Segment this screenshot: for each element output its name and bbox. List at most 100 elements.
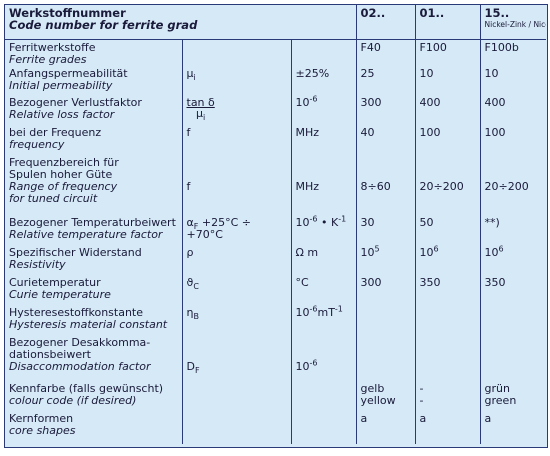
superscript: 6 — [498, 245, 504, 254]
description-cell: Hysteresestoffkonstante Hysteresis materi… — [5, 305, 182, 335]
text: F40 — [360, 40, 381, 54]
unit-cell — [290, 39, 357, 66]
subscript: F — [194, 366, 200, 376]
value-cell: 20÷200 — [479, 155, 547, 215]
text: 10 — [484, 67, 499, 80]
table-row: Anfangspermeabilität Initial permeability… — [5, 66, 547, 95]
text: 10 — [360, 246, 375, 259]
label-english: frequency — [9, 138, 65, 151]
text: **) — [484, 216, 500, 229]
text: 50 — [419, 216, 434, 229]
column-note: Nickel-Zink / Nicel-Zinc — [484, 20, 547, 29]
table-frame: Werkstoffnummer Code number for ferrite g… — [4, 4, 548, 448]
text: 30 — [360, 216, 375, 229]
value-cell: a — [479, 411, 547, 444]
value-cell: 100 — [414, 125, 481, 155]
label-german: dationsbeiwert — [9, 348, 91, 361]
column-code: 02.. — [360, 6, 386, 20]
label-english: Resistivity — [9, 258, 66, 271]
text: μ — [196, 107, 204, 120]
table-row: Spezifischer Widerstand Resistivity ρ Ω m 10… — [5, 245, 547, 275]
label-english: core shapes — [9, 424, 76, 437]
denominator: μi — [187, 107, 215, 122]
value-cell: 30 — [355, 215, 416, 245]
text: ±25% — [295, 67, 330, 80]
value-cell — [355, 305, 416, 335]
value-cell: gelb yellow — [355, 381, 416, 411]
text: 20÷200 — [484, 180, 529, 193]
value-cell: 400 — [414, 95, 481, 125]
value-cell: 100 — [479, 125, 547, 155]
label-english: Hysteresis material constant — [9, 318, 168, 331]
subscript: B — [193, 312, 199, 322]
superscript: -6 — [309, 95, 318, 104]
text: 350 — [484, 276, 506, 289]
symbol-cell — [181, 411, 291, 444]
label-german: Hysteresestoffkonstante — [9, 306, 144, 319]
label-german: bei der Frequenz — [9, 126, 102, 139]
text: a — [484, 412, 492, 425]
value-cell: F100b — [479, 39, 547, 66]
value-cell: 400 — [479, 95, 547, 125]
unit-cell: MHz — [290, 125, 357, 155]
table-row: Bezogener Temperaturbeiwert Relative temp… — [5, 215, 547, 245]
label-german: Spezifischer Widerstand — [9, 246, 142, 259]
superscript: 6 — [433, 245, 439, 254]
description-cell: Kernformen core shapes — [5, 411, 182, 444]
text: f — [186, 126, 191, 139]
text: yellow — [360, 394, 396, 407]
description-cell: bei der Frequenz frequency — [5, 125, 182, 155]
value-cell: -- — [414, 381, 481, 411]
value-cell: 8÷60 — [355, 155, 416, 215]
text: 400 — [419, 96, 441, 109]
label-german: Curietemperatur — [9, 276, 101, 289]
text: f — [186, 180, 191, 193]
value-cell — [414, 335, 481, 381]
text: 10 — [419, 67, 434, 80]
text: 10 — [484, 246, 499, 259]
superscript: -6 — [309, 215, 318, 224]
text: F100b — [484, 40, 519, 54]
label-german: Kennfarbe (falls gewünscht) — [9, 382, 164, 395]
text: +25°C ÷ +70°C — [186, 216, 251, 241]
text: 300 — [360, 276, 382, 289]
unit-cell: Ω m — [290, 245, 357, 275]
value-cell: 20÷200 — [414, 155, 481, 215]
text: η — [186, 306, 194, 319]
header-title: Werkstoffnummer — [9, 6, 126, 20]
text: mT — [317, 306, 335, 319]
text: 350 — [419, 276, 441, 289]
unit-cell: 10-6 — [290, 95, 357, 125]
text: 25 — [360, 67, 375, 80]
label-german: Bezogener Verlustfaktor — [9, 96, 142, 109]
symbol-cell — [181, 381, 291, 411]
header-subtitle: Code number for ferrite grad — [9, 18, 198, 32]
table-row: Frequenzbereich für Spulen hoher Güte Rang… — [5, 155, 547, 215]
table-row: Curietemperatur Curie temperature ϑC °C 300 3… — [5, 275, 547, 305]
value-cell — [414, 305, 481, 335]
value-cell: 350 — [479, 275, 547, 305]
text: α — [186, 216, 194, 229]
superscript: -1 — [334, 305, 343, 314]
value-cell: 300 — [355, 95, 416, 125]
value-cell: F40 — [355, 39, 416, 66]
label-english: Relative temperature factor — [9, 228, 163, 241]
description-cell: Bezogener Verlustfaktor Relative loss fac… — [5, 95, 182, 125]
value-cell: 300 — [355, 275, 416, 305]
label-german: Frequenzbereich für — [9, 156, 119, 169]
description-cell: Ferritwerkstoffe Ferrite grades — [5, 39, 182, 66]
value-cell: F100 — [414, 39, 481, 66]
text: 400 — [484, 96, 506, 109]
symbol-cell: αF +25°C ÷ +70°C — [181, 215, 291, 245]
value-cell: a — [414, 411, 481, 444]
value-cell: 350 — [414, 275, 481, 305]
subscript: i — [193, 73, 196, 83]
column-code: 15.. — [484, 6, 510, 20]
text: 300 — [360, 96, 382, 109]
value-cell — [479, 335, 547, 381]
symbol-cell — [181, 39, 291, 66]
text: 40 — [360, 126, 375, 139]
text: gelb — [360, 382, 385, 395]
text: 8÷60 — [360, 180, 391, 193]
